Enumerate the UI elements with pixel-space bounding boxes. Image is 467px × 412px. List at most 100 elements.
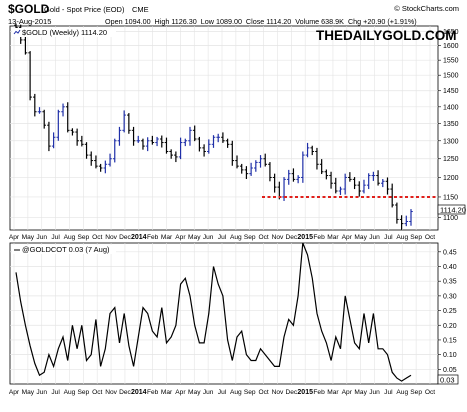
price-bar [206,139,211,154]
date-label: 13-Aug-2015 [8,17,51,26]
time-label-lower: Jun [369,389,380,396]
price-bar [291,168,296,182]
price-bar [230,140,235,166]
time-label-lower: Sep [410,389,422,396]
time-label-upper: Sep [410,234,422,241]
price-grid [10,31,438,218]
price-bar [61,103,65,117]
time-label-lower: Jul [384,389,393,396]
price-bars [14,23,413,230]
price-bar [333,177,338,194]
time-label-upper: Mar [161,234,173,241]
time-axis-upper: Apr May Jun Jul Aug Sep Oct Nov Dec 2014 Feb Mar Apr… [9,234,435,241]
time-label-lower: Dec [119,389,131,396]
price-tick-label: 1550 [443,58,459,65]
price-bar [169,149,173,159]
time-label-lower: May [22,389,35,396]
time-label-upper: Mar [327,234,339,241]
watermark-text: THEDAILYGOLD.COM [316,28,457,43]
price-bar [178,137,183,160]
price-bar [70,128,75,136]
time-label-upper: Oct [425,234,435,241]
time-label-upper: 2015 [297,234,313,241]
time-label-lower: Feb [313,389,325,396]
time-label-lower: Jul [51,389,60,396]
symbol-title: $GOLD [8,2,50,16]
price-bar [94,155,98,169]
price-bar [305,142,310,158]
last-cot-tag: 0.03 [440,376,455,385]
price-bar [108,153,112,167]
cot-tick-label: 0.10 [443,352,457,359]
time-label-lower: Sep [244,389,256,396]
upper-legend: $GOLD (Weekly) 1114.20 [12,28,116,37]
price-bar [352,177,357,190]
price-bar [329,171,333,189]
price-bar [258,155,263,168]
time-label-lower: 2015 [297,389,313,396]
time-label-lower: 2014 [131,389,147,396]
price-bar [174,151,178,163]
time-label-upper: 2014 [131,234,147,241]
time-label-upper: Sep [77,234,89,241]
price-bar [42,109,47,129]
lower-legend: @GOLDCOT 0.03 (7 Aug) [12,245,116,254]
price-bar [23,35,28,55]
upper-legend-label: $GOLD (Weekly) 1114.20 [22,28,107,37]
price-bar [112,138,117,163]
last-price-tag-box [437,204,466,215]
price-bar [254,160,258,172]
price-bar [385,177,390,195]
price-bar [211,135,216,148]
time-label-lower: May [188,389,201,396]
price-tick-label: 1650 [443,29,459,36]
time-label-upper: Feb [313,234,325,241]
price-bar [315,147,319,170]
cot-tick-label: 0.45 [443,249,457,256]
price-bar [47,121,51,152]
lower-legend-label: @GOLDCOT 0.03 (7 Aug) [22,245,110,254]
price-bar [338,186,343,195]
exchange-label: CME [132,5,149,14]
price-bar [131,126,136,146]
price-bar [141,138,145,150]
price-bar [319,159,324,175]
price-bar [51,132,56,149]
price-tick-label: 1600 [443,43,459,50]
price-bar [263,153,268,167]
time-label-lower: Sep [77,389,89,396]
price-bar [348,172,352,182]
time-label-lower: Aug [230,389,242,396]
time-label-upper: Jun [369,234,380,241]
time-label-upper: Dec [285,234,297,241]
cot-tick-label: 0.25 [443,308,457,315]
time-label-upper: Apr [175,234,186,241]
time-label-lower: Nov [105,389,117,396]
price-bar [89,151,94,166]
time-label-upper: May [354,234,367,241]
time-label-lower: Jun [203,389,214,396]
price-tick-label: 1150 [443,194,458,201]
price-time-grid [13,26,431,230]
time-label-upper: Apr [9,234,20,241]
price-bar [366,173,371,190]
time-label-lower: Mar [161,389,173,396]
cot-tick-label: 0.15 [443,337,457,344]
cot-axis: 0.05 0.10 0.15 0.20 0.25 0.30 0.35 0.40 0.45 [438,249,457,374]
cot-tick-label: 0.20 [443,323,457,330]
price-bar [197,136,202,152]
time-label-lower: Dec [285,389,297,396]
price-bar [244,166,249,179]
time-label-lower: Oct [258,389,268,396]
time-label-lower: Apr [175,389,186,396]
price-bar [75,128,79,146]
time-axis-lower: Apr May Jun Jul Aug Sep Oct Nov Dec 2014 Feb Mar Apr… [9,389,435,396]
price-bar [239,163,244,174]
time-label-lower: Oct [425,389,435,396]
time-label-lower: Jun [36,389,47,396]
price-bar [376,170,380,186]
time-label-upper: Nov [272,234,284,241]
time-label-lower: Feb [147,389,159,396]
cot-series-line [15,242,412,382]
price-bar [310,145,315,156]
